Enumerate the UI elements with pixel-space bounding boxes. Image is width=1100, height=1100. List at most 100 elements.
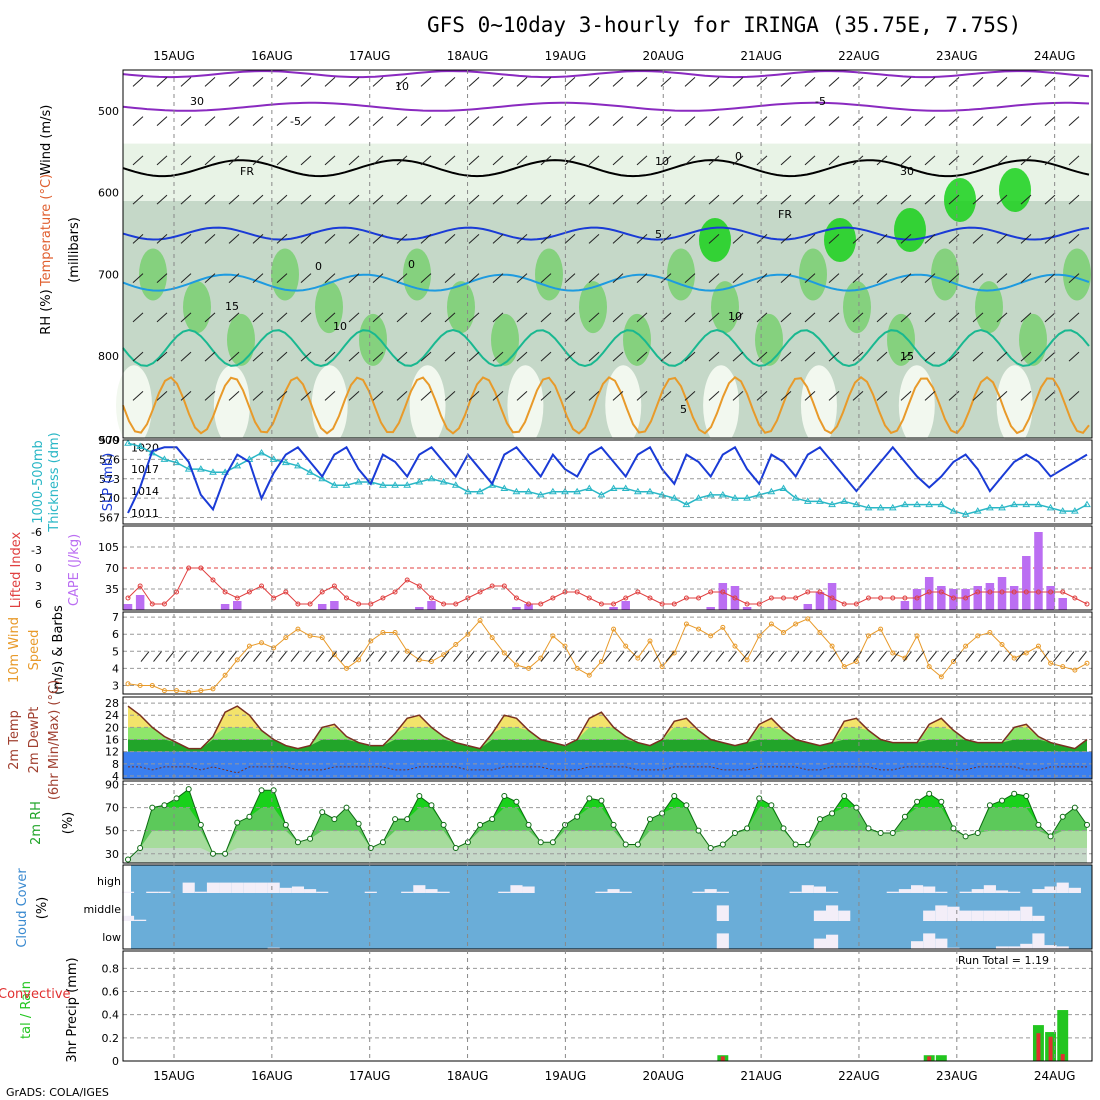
wind-barb — [852, 194, 864, 205]
upper-ylabel: (millibars) — [67, 217, 82, 283]
li-point — [781, 595, 787, 601]
cloud-bar-high — [231, 882, 244, 893]
wind-point — [307, 633, 313, 639]
temp-tick: 24 — [105, 709, 119, 722]
li-point — [210, 577, 216, 583]
wind-barb — [660, 233, 672, 244]
rh-blob-bright — [824, 218, 856, 262]
wind-point — [841, 664, 847, 670]
wind-point — [149, 682, 155, 688]
li-point — [416, 583, 422, 589]
contour-label: 15 — [900, 350, 914, 363]
contour-label: 10 — [655, 155, 669, 168]
thickness-point — [451, 481, 460, 488]
wind-barb — [428, 651, 437, 662]
thickness-point — [1058, 507, 1067, 514]
wind-barb — [732, 116, 744, 126]
rh-dry-cell — [800, 365, 837, 446]
cloud-bar-high — [1008, 891, 1021, 893]
rh-point — [185, 786, 192, 793]
wind-barb — [828, 76, 840, 87]
li-point — [975, 589, 981, 595]
wind-point — [732, 643, 738, 649]
wind-point — [720, 624, 726, 630]
slp-tick: 1020 — [131, 441, 159, 454]
wind-barb — [180, 76, 192, 87]
wind-barb — [1078, 651, 1087, 662]
rh-point — [1059, 813, 1066, 820]
rh-point — [197, 821, 204, 828]
wind-barb — [300, 155, 312, 166]
top-date-label: 19AUG — [545, 49, 587, 63]
wind-barb — [453, 651, 462, 662]
top-date-label: 16AUG — [251, 49, 293, 63]
li-point — [161, 601, 167, 607]
vertical-gridlines — [173, 70, 1056, 1061]
wind-barb — [804, 155, 816, 166]
bottom-date-label: 24AUG — [1034, 1069, 1076, 1083]
wind-barb — [324, 194, 336, 205]
wind-barb — [372, 76, 384, 87]
wind-barb — [828, 194, 840, 205]
wind-barb — [978, 651, 987, 662]
wind-barb — [765, 651, 775, 662]
wind-barb — [900, 116, 912, 126]
wind-barb — [972, 116, 984, 126]
precip-ylabel: tal / Rain — [19, 981, 34, 1039]
rh-blob — [931, 248, 959, 301]
wind-point — [586, 672, 592, 678]
li-point — [1072, 595, 1078, 601]
cape-bar — [973, 586, 982, 610]
cloud-ylabel: (%) — [35, 897, 50, 920]
wind-barb — [228, 155, 240, 166]
wind-barb — [803, 651, 812, 662]
wind-barb — [564, 155, 576, 166]
thickness-point — [488, 481, 497, 488]
thickness-point — [791, 494, 800, 501]
wind-barb — [228, 116, 240, 126]
wind-barb — [492, 391, 504, 401]
rh-point — [962, 833, 969, 840]
contour-label: FR — [240, 165, 254, 178]
wind-barb — [444, 194, 456, 205]
wind-barb — [265, 651, 275, 662]
wind-barb — [678, 651, 687, 662]
cloud-bar-high — [910, 885, 924, 893]
wind-barb — [324, 312, 336, 323]
contour-label: 10 — [333, 320, 347, 333]
wind-barb — [612, 391, 624, 401]
temp-tick: 12 — [105, 746, 119, 759]
li-point — [878, 595, 884, 601]
cloud-bar-high — [826, 891, 839, 893]
wind-barb — [348, 194, 360, 205]
wind-barb — [348, 273, 360, 283]
wind-barb — [324, 76, 336, 87]
li-point — [659, 601, 665, 607]
wind-barb — [516, 391, 528, 401]
cloud-bar-middle — [826, 905, 839, 921]
wind-barb — [1020, 155, 1032, 166]
contour-label: 10 — [728, 310, 742, 323]
li-point — [295, 601, 301, 607]
wind-point — [283, 635, 289, 641]
wind-barb — [876, 351, 888, 362]
wind-barb — [252, 194, 264, 205]
wind-barb — [778, 651, 787, 662]
wind-barb — [180, 194, 192, 205]
li-point — [356, 601, 362, 607]
wind-barb — [660, 194, 672, 205]
dew-fill — [123, 751, 1092, 779]
cloud-level-label: middle — [83, 903, 121, 916]
rh-point — [634, 841, 641, 848]
wind-barb — [876, 155, 888, 166]
wind-barb — [865, 651, 875, 662]
wind-barb — [1053, 651, 1062, 662]
li-point — [732, 595, 738, 601]
wind-barb — [276, 155, 288, 166]
wind-barb — [228, 76, 240, 87]
cape-bar — [1022, 556, 1031, 610]
wind-point — [598, 659, 604, 665]
wind-barb — [228, 273, 240, 283]
li-point — [987, 589, 993, 595]
